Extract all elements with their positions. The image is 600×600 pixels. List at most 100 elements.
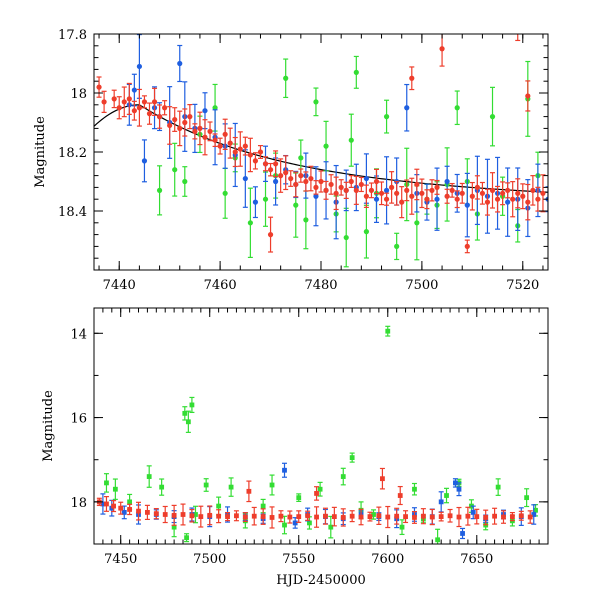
data-point <box>308 175 314 182</box>
data-point <box>424 196 430 202</box>
data-point <box>131 108 137 114</box>
data-point <box>182 178 188 185</box>
data-point <box>159 484 165 490</box>
data-point <box>399 199 405 205</box>
data-point <box>162 105 168 111</box>
data-point <box>216 513 222 519</box>
data-point <box>187 114 193 120</box>
data-point <box>385 328 391 334</box>
data-point <box>340 474 346 479</box>
data-point <box>474 514 480 520</box>
data-point <box>171 524 177 530</box>
data-point <box>434 196 440 202</box>
top-panel-tick-labels: 7440 7460 7480 7500 7520 17.8 18 18.2 18.4 <box>58 28 539 293</box>
data-point <box>371 512 376 517</box>
data-point <box>338 184 344 190</box>
data-point <box>524 495 530 501</box>
data-point <box>288 175 294 182</box>
data-point <box>305 513 311 519</box>
x-tick-label: 7450 <box>104 552 137 567</box>
data-point <box>177 125 183 131</box>
data-point <box>184 535 189 541</box>
data-point <box>278 173 284 179</box>
data-point <box>116 105 122 111</box>
data-point <box>409 75 415 81</box>
data-point <box>328 524 334 530</box>
data-point <box>153 511 159 517</box>
data-point <box>282 467 287 473</box>
data-point <box>112 486 118 492</box>
data-point <box>489 187 496 193</box>
data-point <box>121 99 127 105</box>
data-point <box>403 514 408 520</box>
data-point <box>182 410 188 416</box>
y-tick-label: 14 <box>70 327 87 342</box>
bottom-panel: 7450 7500 7550 7600 7650 14 16 18 Magnitude HJD… <box>41 307 549 588</box>
data-point <box>177 60 183 67</box>
data-point <box>509 514 515 520</box>
data-point <box>314 514 319 520</box>
top-panel-marks <box>94 26 548 268</box>
data-point <box>409 193 415 199</box>
x-tick-label: 7440 <box>103 278 136 293</box>
data-point <box>340 515 346 520</box>
data-point <box>420 513 426 519</box>
data-point <box>167 122 173 129</box>
data-point <box>217 143 223 149</box>
data-point <box>156 114 163 120</box>
data-point <box>389 184 395 190</box>
data-point <box>394 243 400 249</box>
data-point <box>242 175 248 182</box>
data-point <box>444 193 450 199</box>
data-point <box>127 507 133 512</box>
data-point <box>429 187 435 193</box>
data-point <box>505 187 511 193</box>
x-tick-label: 7520 <box>506 278 539 293</box>
top-panel-y-axis-label: Magnitude <box>33 116 48 188</box>
data-point <box>313 184 319 190</box>
data-point <box>525 199 531 205</box>
data-point <box>146 474 152 479</box>
data-point <box>414 220 420 226</box>
data-point <box>197 125 203 131</box>
data-point <box>399 524 405 530</box>
data-point <box>202 108 208 114</box>
x-tick-label: 7500 <box>405 278 438 293</box>
data-point <box>189 402 195 408</box>
data-point <box>378 190 385 196</box>
data-point <box>202 134 208 140</box>
data-point <box>479 190 486 196</box>
data-point <box>454 105 460 111</box>
data-point <box>293 181 299 188</box>
data-point <box>246 488 252 494</box>
data-point <box>525 93 531 99</box>
data-point <box>298 173 304 179</box>
data-point <box>282 522 287 528</box>
data-point <box>515 26 520 31</box>
data-point <box>260 514 266 520</box>
data-point <box>118 505 124 511</box>
data-point <box>447 513 453 519</box>
y-tick-label: 18 <box>70 496 87 511</box>
data-point <box>333 190 339 196</box>
data-point <box>429 514 435 520</box>
data-point <box>454 196 460 202</box>
series-2 <box>96 26 546 254</box>
data-point <box>287 514 293 520</box>
data-point <box>252 199 259 205</box>
data-point <box>267 167 274 173</box>
data-point <box>515 190 521 196</box>
data-point <box>269 515 275 520</box>
data-point <box>313 193 319 199</box>
data-point <box>198 514 204 520</box>
x-tick-label: 7480 <box>304 278 337 293</box>
data-point <box>453 480 458 486</box>
data-point <box>227 140 233 146</box>
data-point <box>171 512 177 518</box>
data-point <box>449 187 455 193</box>
bottom-panel-y-axis-label: Magnitude <box>41 390 56 462</box>
data-point <box>136 63 142 70</box>
data-point <box>269 482 275 488</box>
data-point <box>303 217 309 223</box>
